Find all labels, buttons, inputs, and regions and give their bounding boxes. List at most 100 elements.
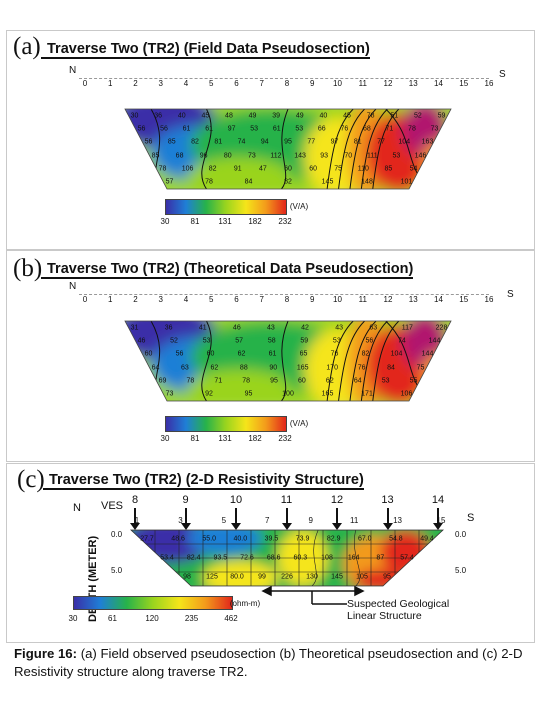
axis-number: 1: [108, 79, 113, 88]
axis-number: 16: [484, 79, 494, 88]
ves-number: 14: [431, 494, 445, 506]
axis-number: 4: [183, 79, 189, 88]
panel-b-title-text: Traverse Two (TR2) (Theoretical Data Pse…: [47, 261, 414, 277]
data-value: 75: [334, 165, 343, 173]
data-value: 53: [392, 152, 401, 160]
colorbar-a: [165, 199, 287, 215]
axis-number: 4: [183, 295, 189, 304]
ves-label: VES: [101, 500, 124, 512]
axis-number: 12: [383, 79, 393, 88]
data-value: 27.7: [140, 535, 154, 543]
data-value: 170: [326, 364, 338, 372]
ves-arrow: [382, 508, 393, 530]
data-value: 76: [330, 350, 339, 358]
axis-number: 8: [284, 295, 290, 304]
axis-number: 7: [259, 79, 264, 88]
distance-axis-numbers-c: 1 3 5 7 9 11 13 15: [1, 516, 541, 530]
data-value: 78: [205, 178, 213, 186]
panel-a-title-text: Traverse Two (TR2) (Field Data Pseudosec…: [47, 41, 370, 57]
ves-arrow: [231, 508, 241, 530]
axis-number: 1: [108, 295, 113, 304]
data-value: 71: [214, 377, 223, 385]
panel-c-letter: (c): [17, 466, 45, 493]
distance-axis-numbers-a: 0 1 2 3 4 5 6 7 8 9 10 11 12 13 14 15 16: [1, 79, 541, 93]
data-value: 108: [321, 554, 333, 562]
data-value: 51: [390, 112, 399, 120]
data-value: 82: [284, 178, 292, 186]
axis-number: 6: [234, 295, 239, 304]
axis-number: 9: [310, 79, 315, 88]
data-value: 48.6: [171, 535, 185, 543]
data-value: 99: [258, 573, 266, 581]
panel-c-resistivity-structure: (c) Traverse Two (TR2) (2-D Resistivity …: [6, 463, 535, 643]
panel-a-letter: (a): [13, 33, 41, 60]
colorbar-tick: 81: [190, 217, 200, 226]
north-label-b: N: [69, 281, 77, 292]
ves-arrow: [281, 508, 292, 530]
panel-a-title: Traverse Two (TR2) (Field Data Pseudosec…: [41, 41, 370, 59]
data-value: 101: [400, 178, 413, 186]
data-value: 68: [175, 152, 184, 160]
data-value: 110: [357, 165, 369, 173]
data-value: 49.4: [420, 535, 434, 543]
data-value: 82: [361, 350, 370, 358]
ves-number: 8: [131, 494, 139, 506]
axis-number: 11: [358, 79, 367, 88]
data-value: 60: [284, 165, 292, 173]
data-value: 125: [206, 573, 218, 581]
axis-number: 3: [158, 295, 163, 304]
axis-number: 0: [82, 295, 88, 304]
axis-number: 11: [349, 516, 359, 525]
axis-number: 7: [259, 295, 264, 304]
panel-b-letter: (b): [13, 255, 43, 282]
data-value: 98: [183, 573, 191, 581]
data-value: 36: [154, 112, 163, 120]
data-value: 53: [381, 377, 390, 385]
data-value: 40: [319, 112, 328, 120]
data-value: 145: [321, 178, 334, 186]
colorbar-c-ticks: 30 61 120 235 462 (ohm-m): [69, 599, 261, 626]
data-value: 72.6: [240, 554, 254, 562]
data-value: 112: [270, 152, 282, 160]
axis-number: 7: [265, 516, 270, 525]
colorbar-tick: 232: [278, 217, 292, 226]
data-value: 130: [306, 573, 318, 581]
data-value: 56: [160, 125, 168, 133]
caption-text: (a) Field observed pseudosection (b) The…: [14, 646, 523, 679]
data-value: 40: [177, 112, 186, 120]
data-value: 80.0: [230, 573, 244, 581]
colorbar-tick: 462: [224, 614, 238, 623]
data-value: 58: [267, 337, 276, 345]
data-value: 84: [244, 178, 253, 186]
colorbar-b: [165, 416, 287, 432]
distance-axis-b: [79, 294, 489, 296]
axis-number: 3: [178, 516, 183, 525]
data-value: 73: [430, 125, 439, 133]
data-value: 61: [272, 125, 281, 133]
data-value: 93.5: [213, 554, 228, 562]
data-value: 36: [164, 324, 173, 332]
data-value: 74: [237, 138, 246, 146]
colorbar-tick: 30: [160, 434, 170, 443]
data-value: 97: [330, 138, 339, 146]
data-value: 53: [202, 337, 211, 345]
ves-number: 9: [182, 494, 189, 506]
figure-caption: Figure 16: (a) Field observed pseudosect…: [14, 645, 528, 681]
data-value: 69: [158, 377, 167, 385]
axis-number: 13: [408, 79, 418, 88]
data-value: 75: [416, 364, 425, 372]
data-value: 62: [325, 377, 334, 385]
data-value: 95: [284, 138, 292, 146]
data-value: 45: [201, 112, 210, 120]
data-value: 78: [408, 125, 416, 133]
data-value: 104: [390, 350, 403, 358]
data-value: 87: [376, 554, 385, 562]
data-value: 66: [317, 125, 326, 133]
data-value: 104: [398, 138, 411, 146]
data-value: 81: [353, 138, 362, 146]
data-value: 73: [247, 152, 256, 160]
data-value: 56: [365, 337, 374, 345]
data-value: 106: [400, 390, 413, 398]
axis-number: 10: [333, 295, 342, 304]
data-value: 61: [205, 125, 214, 133]
